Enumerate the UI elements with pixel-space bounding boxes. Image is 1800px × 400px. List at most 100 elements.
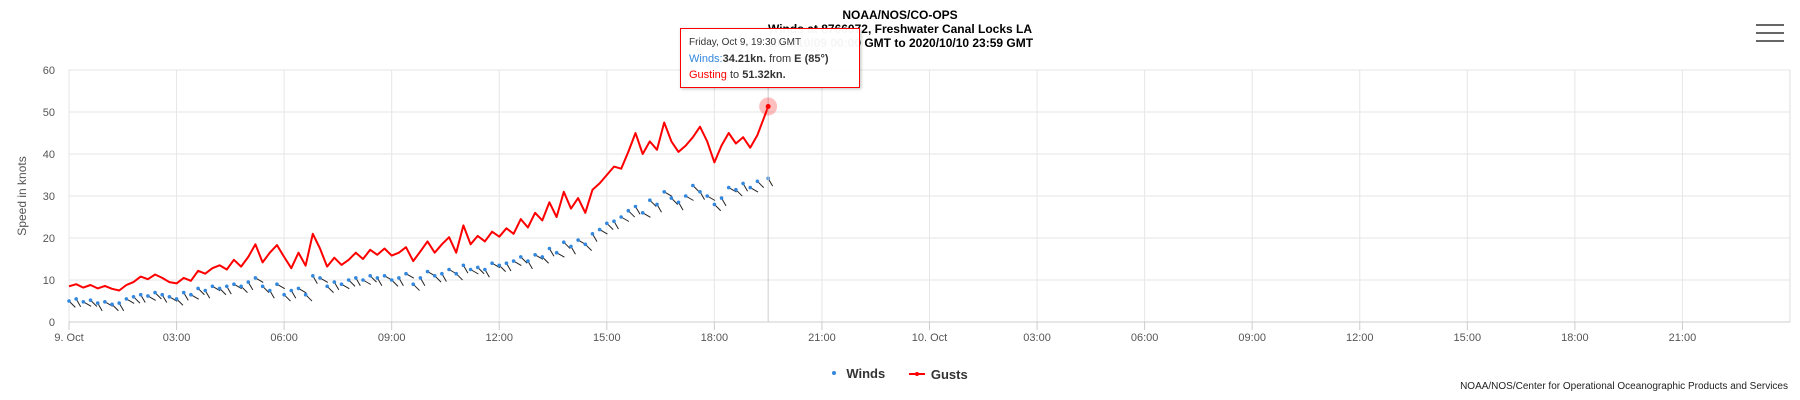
y-tick-label: 40 [43, 149, 55, 161]
y-tick-label: 30 [43, 191, 55, 203]
wind-point [203, 288, 208, 293]
wind-point [755, 179, 760, 184]
wind-point [181, 290, 186, 295]
legend-winds-symbol [832, 371, 837, 375]
wind-point [296, 286, 301, 291]
wind-point [174, 297, 179, 301]
wind-point [483, 267, 487, 272]
wind-point [246, 280, 251, 284]
y-axis-label: Speed in knots [15, 156, 29, 235]
wind-point [468, 267, 473, 272]
wind-point [475, 265, 480, 270]
wind-point [726, 185, 731, 190]
wind-point [95, 301, 100, 305]
wind-point [110, 302, 114, 307]
wind-point [189, 292, 193, 297]
wind-point [504, 261, 509, 266]
wind-point [569, 244, 573, 249]
wind-point [640, 211, 645, 215]
wind-point [239, 284, 243, 289]
wind-point [354, 276, 358, 280]
wind-point [691, 183, 695, 188]
wind-point [734, 187, 738, 192]
wind-point [289, 288, 294, 293]
chart-title-line1: NOAA/NOS/CO-OPS [842, 8, 958, 22]
wind-point [404, 271, 408, 276]
wind-point [561, 240, 566, 244]
y-tick-label: 60 [43, 65, 55, 77]
x-tick-label: 12:00 [485, 332, 513, 344]
tooltip-gust-label: Gusting [689, 69, 727, 81]
legend-gusts-label: Gusts [930, 366, 968, 382]
wind-point [117, 301, 121, 305]
credit-text: NOAA/NOS/Center for Operational Oceanogr… [1460, 381, 1788, 392]
wind-point [648, 198, 652, 202]
tooltip-time: Friday, Oct 9, 19:30 GMT [689, 37, 802, 48]
wind-point [669, 196, 674, 200]
wind-point [597, 227, 602, 232]
y-tick-label: 10 [43, 275, 55, 287]
wind-point [719, 196, 724, 200]
wind-point [282, 292, 286, 297]
x-tick-label: 15:00 [1454, 332, 1482, 344]
wind-point [540, 255, 545, 259]
x-tick-label: 12:00 [1346, 332, 1374, 344]
wind-point [160, 292, 165, 297]
wind-point [497, 263, 502, 268]
wind-point [167, 295, 172, 299]
wind-point [275, 282, 279, 287]
wind-point [626, 208, 631, 213]
wind-point [318, 276, 322, 280]
wind-point [461, 263, 466, 268]
wind-point [712, 202, 717, 207]
wind-point [311, 274, 315, 278]
chart-menu-button[interactable] [1756, 18, 1784, 44]
tooltip-gust-value: 51.32kn. [742, 69, 786, 81]
legend-item-winds[interactable]: Winds [832, 366, 885, 381]
wind-point [81, 300, 86, 304]
wind-point [131, 295, 136, 299]
wind-point [303, 292, 308, 297]
gusts-line [68, 106, 770, 292]
legend-item-gusts[interactable]: Gusts [908, 366, 968, 382]
wind-point [554, 250, 559, 255]
wind-point [676, 200, 681, 205]
y-tick-label: 50 [43, 107, 55, 119]
wind-point [511, 259, 516, 263]
wind-point [232, 282, 236, 287]
wind-point [375, 276, 380, 280]
y-tick-label: 0 [49, 317, 55, 329]
data-tooltip: Friday, Oct 9, 19:30 GMT Winds:34.21kn. … [680, 28, 860, 88]
wind-point [361, 278, 365, 282]
wind-point [418, 276, 423, 280]
wind-point [210, 284, 215, 289]
wind-point [224, 284, 229, 289]
legend-winds-label: Winds [846, 365, 886, 381]
wind-point [267, 288, 272, 293]
x-tick-label: 10. Oct [912, 332, 947, 344]
tooltip-from-text: from [769, 53, 792, 65]
x-tick-label: 18:00 [1561, 332, 1589, 344]
wind-point [662, 190, 666, 194]
winds-series [67, 176, 774, 312]
wind-point [425, 269, 430, 274]
wind-point [576, 238, 580, 242]
x-tick-label: 15:00 [593, 332, 621, 344]
wind-point [74, 297, 78, 301]
wind-point [153, 290, 157, 295]
x-axis: 9. Oct 03:00 06:00 09:00 12:00 15:00 18:00 21:0… [54, 321, 1790, 344]
wind-point [590, 232, 595, 236]
wind-point [397, 276, 401, 280]
wind-point [683, 194, 688, 198]
wind-point [146, 294, 150, 298]
wind-point [698, 190, 702, 194]
x-tick-label: 06:00 [270, 332, 298, 344]
tooltip-winds-label: Winds: [689, 53, 723, 65]
wind-point [389, 278, 394, 282]
wind-point [454, 271, 459, 276]
wind-point [138, 292, 143, 297]
wind-point [432, 274, 437, 278]
highlight-point [765, 103, 771, 109]
wind-point [260, 284, 265, 289]
